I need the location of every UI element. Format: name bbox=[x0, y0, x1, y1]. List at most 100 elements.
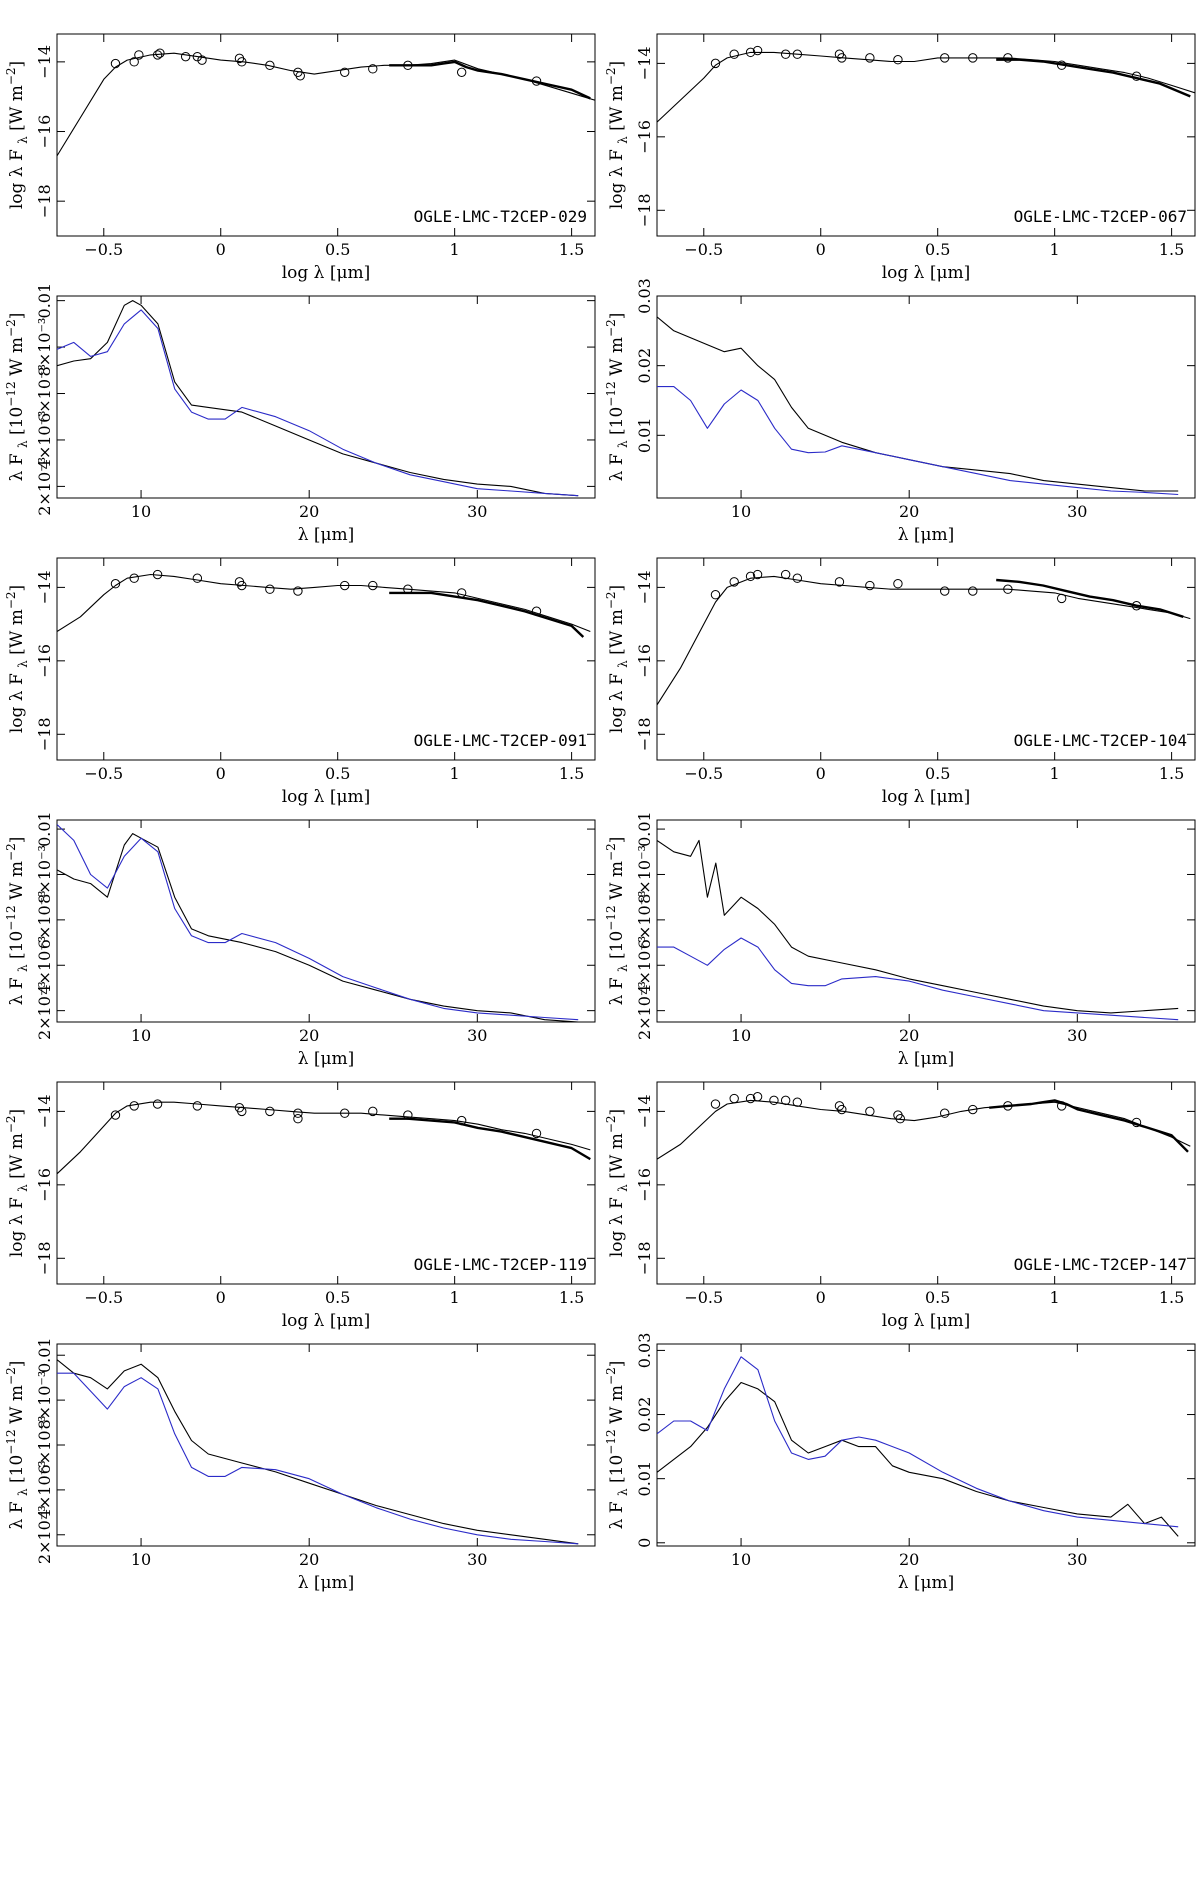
x-tick-label: 30 bbox=[467, 502, 487, 521]
observed-line bbox=[389, 1117, 591, 1161]
photometry-point bbox=[895, 1114, 905, 1124]
y-tick-label: −14 bbox=[635, 570, 654, 604]
photometry-point bbox=[710, 590, 721, 600]
photometry-point bbox=[237, 57, 247, 67]
plot-frame bbox=[56, 33, 596, 237]
x-axis-label: λ [μm] bbox=[298, 1049, 355, 1069]
x-tick-label: −0.5 bbox=[684, 240, 723, 259]
chart-panel-1: −0.5 0 0.5 1 1.5 −14 −16 −18 log λ [μm] log λ F λ… bbox=[0, 0, 600, 283]
star-name: OGLE-LMC-T2CEP-104 bbox=[1014, 731, 1187, 750]
x-axis-label: log λ [μm] bbox=[882, 787, 971, 807]
photometry-point bbox=[834, 577, 845, 587]
photometry-point bbox=[780, 569, 791, 580]
y-axis-label: λ F λ [10−12 W m−2] bbox=[4, 837, 30, 1006]
photometry-point bbox=[792, 573, 803, 583]
y-tick-label: 8×10⁻³ bbox=[35, 318, 54, 377]
x-tick-label: 1 bbox=[450, 764, 460, 783]
x-axis-label: log λ [μm] bbox=[882, 1311, 971, 1331]
observed-line bbox=[389, 60, 591, 100]
chart-svg: −0.5 0 0.5 1 1.5 −14 −16 −18 log λ [μm] log λ F λ… bbox=[4, 33, 596, 283]
plot-area bbox=[657, 316, 1179, 496]
photometry-point bbox=[752, 1091, 763, 1102]
photometry-point bbox=[1056, 60, 1067, 70]
plot-area bbox=[57, 1359, 579, 1545]
y-tick-label: 4×10⁻³ bbox=[635, 936, 654, 995]
star-name: OGLE-LMC-T2CEP-067 bbox=[1014, 207, 1187, 226]
x-axis-label: log λ [μm] bbox=[282, 787, 371, 807]
chart-panel-2: −0.5 0 0.5 1 1.5 −14 −16 −18 log λ [μm] log λ F λ… bbox=[600, 0, 1200, 283]
photometry-point bbox=[531, 1128, 542, 1139]
photometry-point bbox=[745, 1093, 756, 1104]
x-axis-label: log λ [μm] bbox=[282, 263, 371, 283]
y-tick-label: −14 bbox=[635, 46, 654, 80]
x-tick-label: 10 bbox=[131, 1026, 151, 1045]
y-tick-label: 0.01 bbox=[635, 811, 654, 847]
model-line bbox=[57, 573, 591, 633]
photometry-point bbox=[456, 1115, 467, 1126]
plot-area bbox=[657, 45, 1195, 123]
photometry-point bbox=[1003, 1101, 1013, 1111]
photometry-point bbox=[180, 51, 191, 62]
y-tick-label: 2×10⁻³ bbox=[35, 981, 54, 1040]
x-tick-label: 1.5 bbox=[1159, 764, 1184, 783]
photometry-point bbox=[1131, 1117, 1142, 1128]
star-name: OGLE-LMC-T2CEP-029 bbox=[414, 207, 587, 226]
x-tick-label: 20 bbox=[299, 1550, 319, 1569]
x-tick-label: 10 bbox=[731, 502, 751, 521]
y-tick-label: −16 bbox=[635, 1168, 654, 1202]
x-tick-label: 1.5 bbox=[559, 240, 584, 259]
photometry-point bbox=[197, 55, 207, 65]
chart-panel-7: 10 20 30 2×10⁻³ 4×10⁻³ 6×10⁻³ 8×10⁻³ 0.01 λ [μm]… bbox=[0, 786, 600, 1069]
chart-panel-8: 10 20 30 2×10⁻³ 4×10⁻³ 6×10⁻³ 8×10⁻³ 0.01 λ [μm]… bbox=[600, 786, 1200, 1069]
chart-svg: −0.5 0 0.5 1 1.5 −14 −16 −18 log λ [μm] log λ F λ… bbox=[4, 557, 596, 807]
photometry-point bbox=[752, 45, 763, 56]
x-tick-label: 0.5 bbox=[925, 1288, 950, 1307]
chart-panel-10: −0.5 0 0.5 1 1.5 −14 −16 −18 log λ [μm] log λ F λ… bbox=[600, 1048, 1200, 1331]
photometry-point bbox=[293, 1108, 303, 1118]
y-tick-label: −18 bbox=[635, 1241, 654, 1275]
x-tick-label: 0 bbox=[816, 240, 826, 259]
plot-area bbox=[657, 1091, 1191, 1160]
photometry-point bbox=[865, 580, 875, 591]
observed-line bbox=[657, 839, 1179, 1014]
y-axis-label: λ F λ [10−12 W m−2] bbox=[604, 1361, 630, 1530]
chart-panel-5: −0.5 0 0.5 1 1.5 −14 −16 −18 log λ [μm] log λ F λ… bbox=[0, 524, 600, 807]
y-tick-label: −16 bbox=[635, 120, 654, 154]
photometry-point bbox=[745, 47, 756, 58]
photometry-point bbox=[1131, 71, 1142, 81]
y-tick-label: 4×10⁻³ bbox=[35, 936, 54, 995]
photometry-point bbox=[745, 571, 756, 582]
photometry-point bbox=[1003, 53, 1013, 63]
photometry-point bbox=[780, 49, 791, 59]
photometry-point bbox=[134, 50, 144, 60]
observed-line bbox=[657, 316, 1179, 492]
x-tick-label: 10 bbox=[731, 1026, 751, 1045]
photometry-point bbox=[192, 1101, 203, 1111]
chart-svg: 10 20 30 2×10⁻³4×10⁻³6×10⁻³8×10⁻³0.01 λ [μm]… bbox=[4, 811, 596, 1069]
y-tick-label: −14 bbox=[35, 45, 54, 79]
x-tick-label: 20 bbox=[899, 502, 919, 521]
photometry-point bbox=[893, 55, 903, 65]
x-tick-label: −0.5 bbox=[84, 1288, 123, 1307]
y-tick-label: 2×10⁻³ bbox=[635, 981, 654, 1040]
x-tick-label: 30 bbox=[1067, 1026, 1087, 1045]
plot-frame bbox=[56, 819, 596, 1023]
chart-svg: 10 20 30 0 0.01 0.02 0.03 λ [μm] λ F λ [10−12 W … bbox=[604, 1333, 1196, 1593]
photometry-point bbox=[129, 1101, 139, 1111]
x-axis-label: log λ [μm] bbox=[282, 1311, 371, 1331]
photometry-point bbox=[152, 569, 163, 580]
chart-svg: 10 20 30 2×10⁻³4×10⁻³6×10⁻³8×10⁻³0.01 λ [μm]… bbox=[4, 283, 596, 545]
observed-line bbox=[657, 1381, 1179, 1537]
x-tick-label: 1 bbox=[450, 240, 460, 259]
chart-panel-4: 10 20 30 0.01 0.02 0.03 λ [μm] λ F λ [10−12 W m… bbox=[600, 262, 1200, 545]
y-tick-label: 0.01 bbox=[35, 1337, 54, 1373]
photometry-point bbox=[968, 586, 978, 596]
y-tick-label: −14 bbox=[35, 1094, 54, 1128]
model-line bbox=[657, 575, 1191, 706]
y-tick-label: 4×10⁻³ bbox=[35, 1460, 54, 1519]
x-tick-label: 0 bbox=[216, 764, 226, 783]
photometry-point bbox=[340, 1108, 350, 1118]
photometry-point bbox=[865, 1106, 875, 1117]
plot-area bbox=[657, 839, 1179, 1021]
y-tick-label: −16 bbox=[35, 1168, 54, 1202]
